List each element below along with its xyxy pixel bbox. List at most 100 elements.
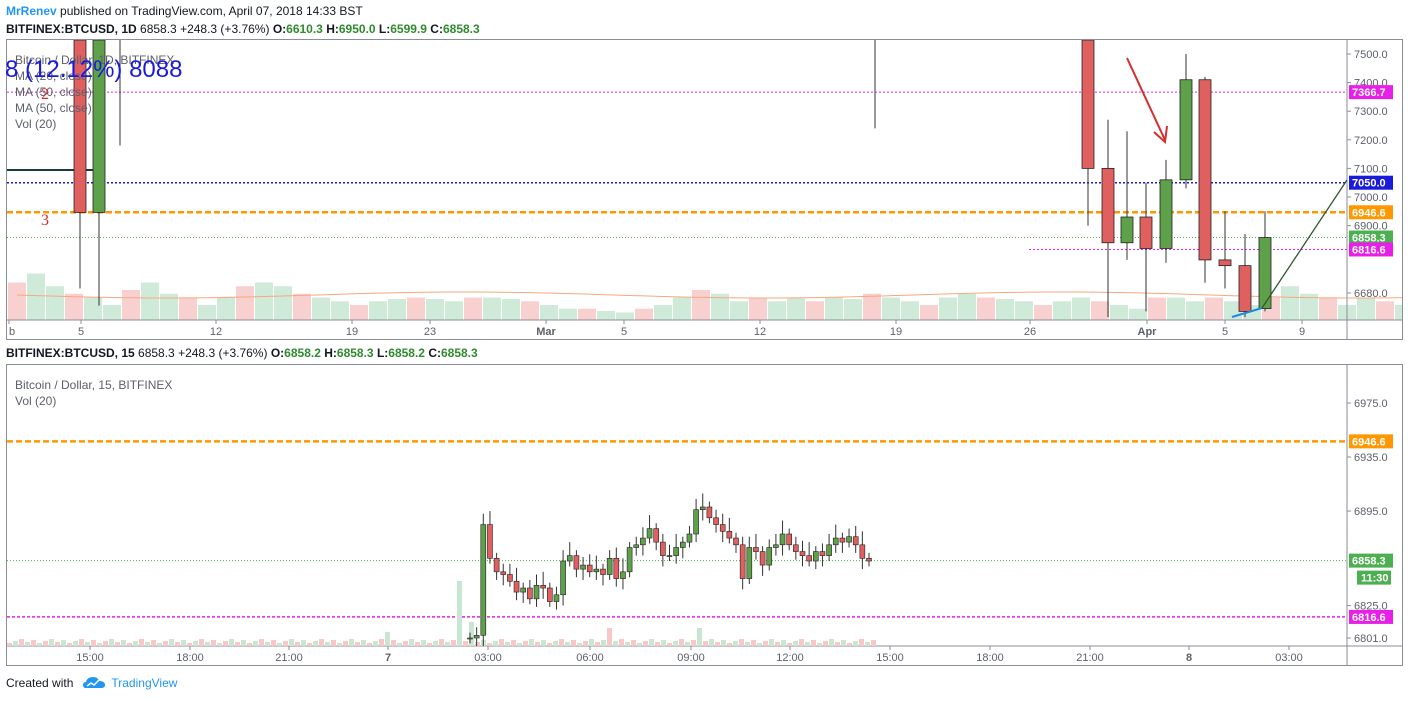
intraday-chart-svg[interactable]: 6975.0 6935.0 6895.0 6825.0 6801.0 6946.6 6858… [7, 365, 1402, 665]
volume-bar [46, 286, 64, 320]
daily-chart-panel[interactable]: 7500.0 7400.0 7300.0 7200.0 7100.0 7000.0 6900… [5, 39, 1403, 340]
daily-chart-svg[interactable]: 7500.07400.07300.07200.07100.07000.06900… [7, 40, 1402, 339]
candle-body-15 [513, 580, 520, 593]
volume-bar-15 [223, 641, 228, 646]
volume-bar-15 [67, 643, 72, 646]
volume-bar-15 [529, 639, 534, 646]
volume-bar [483, 297, 501, 320]
volume-bar [920, 305, 938, 320]
volume-bar-15 [259, 639, 264, 646]
legend-vol-15: Vol (20) [15, 394, 57, 408]
red-arrow-head [1153, 125, 1168, 145]
volume-bar-15 [511, 640, 516, 646]
author-name[interactable]: MrRenev [6, 4, 57, 18]
time-tick-label-15: 21:00 [275, 652, 303, 664]
volume-bar-15 [589, 639, 594, 646]
candle-body-15 [852, 536, 859, 546]
volume-bar-15 [661, 640, 666, 646]
bottom-c: C: [428, 346, 441, 360]
volume-bar-15 [817, 643, 822, 646]
volume-bar [730, 301, 748, 320]
candle-body-15 [560, 560, 566, 596]
candle-body [1198, 79, 1212, 261]
price-tick-label: 7500.0 [1354, 49, 1388, 61]
volume-bar-15 [739, 639, 744, 646]
volume-bar [559, 308, 577, 320]
candle-body-15 [753, 547, 759, 552]
volume-bar-15 [175, 642, 180, 646]
candle-body-15 [806, 555, 812, 562]
volume-bar-15 [505, 642, 510, 646]
time-tick-label-15: 18:00 [176, 652, 204, 664]
volume-bar [597, 311, 615, 320]
green-trendline [1261, 179, 1348, 309]
volume-bar-15 [625, 642, 630, 646]
candle-body-15 [819, 551, 826, 556]
volume-bar [1281, 286, 1299, 320]
volume-bar-15 [733, 641, 738, 646]
candle-body-15 [546, 587, 553, 602]
volume-bar-15 [313, 641, 318, 646]
top-cv: 6858.3 [442, 22, 480, 36]
volume-bar-15 [421, 640, 426, 646]
time-tick-label: 19 [346, 326, 358, 338]
legend-ma20: MA (20, close) [15, 69, 92, 83]
time-tick-label-15: 03:00 [1275, 652, 1303, 664]
bottom-symbol-line: BITFINEX:BTCUSD, 15 6858.3 +248.3 (+3.76… [6, 346, 478, 360]
volume-bar-15 [265, 642, 270, 646]
volume-bar [996, 299, 1014, 320]
volume-bar-15 [613, 641, 618, 646]
volume-bar-15 [91, 640, 96, 646]
volume-bar-15 [715, 642, 720, 646]
volume-bar-15 [19, 639, 24, 646]
volume-bar-15 [775, 642, 780, 646]
volume-bar-15 [307, 643, 312, 646]
candle-body [92, 40, 106, 213]
volume-bar-15 [397, 643, 402, 646]
candle-body-15 [646, 528, 653, 539]
footer: Created with TradingView [6, 676, 177, 690]
bottom-l: L: [376, 346, 389, 360]
volume-bar-15 [295, 642, 300, 646]
candle-body-15 [679, 541, 686, 548]
volume-bar-15 [757, 643, 762, 646]
volume-bar-15 [523, 641, 528, 646]
volume-bar [445, 301, 463, 320]
top-symbol-line: BITFINEX:BTCUSD, 1D 6858.3 +248.3 (+3.76… [6, 22, 480, 36]
price-label-text: 7366.7 [1352, 87, 1386, 99]
volume-bar-15 [331, 640, 336, 646]
time-tick-label-15: 21:00 [1076, 652, 1104, 664]
volume-bar-15 [109, 639, 114, 646]
time-tick-label: 5 [621, 326, 627, 338]
volume-bar-15 [253, 641, 258, 646]
volume-bar-15 [673, 641, 678, 646]
volume-bar-15 [355, 642, 360, 646]
volume-bar [825, 297, 843, 320]
candle-body-15 [473, 634, 480, 639]
volume-bar-15 [559, 639, 564, 646]
volume-bar-15 [721, 640, 726, 646]
volume-bar-15 [79, 639, 84, 646]
volume-bar [1205, 297, 1223, 320]
volume-bar-15 [427, 643, 432, 646]
tradingview-brand-link[interactable]: TradingView [111, 676, 178, 690]
price-tick-label: 7200.0 [1354, 135, 1388, 147]
volume-bar [768, 301, 786, 320]
price-label-box [1349, 230, 1393, 245]
volume-bar-15 [247, 643, 252, 646]
volume-bar-15 [493, 641, 498, 646]
volume-bar [407, 297, 425, 320]
volume-bar-15 [685, 642, 690, 646]
price-label-box-15 [1349, 434, 1393, 449]
top-lv: 6599.9 [390, 22, 427, 36]
intraday-chart-panel[interactable]: 6975.0 6935.0 6895.0 6825.0 6801.0 6946.6 6858… [6, 364, 1403, 666]
volume-bar-15 [727, 643, 732, 646]
volume-bar-15 [535, 642, 540, 646]
volume-bar-15 [439, 639, 444, 646]
candle-body-15 [733, 537, 739, 546]
volume-bar-15 [829, 639, 834, 646]
volume-bar-15 [745, 642, 750, 646]
time-tick-label: 19 [890, 326, 902, 338]
volume-bar-15 [691, 640, 696, 646]
bottom-o: O: [270, 346, 285, 360]
